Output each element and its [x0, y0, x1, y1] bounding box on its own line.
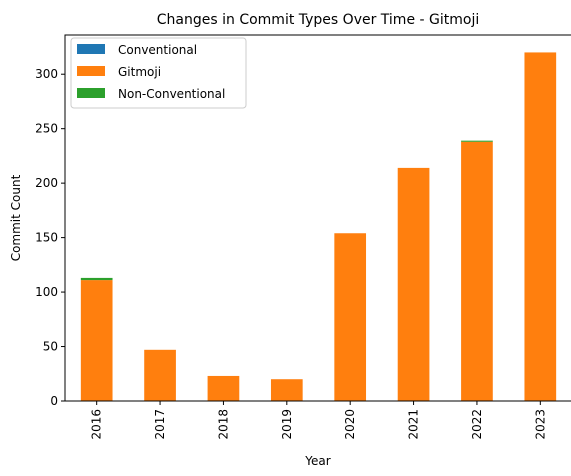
bar-gitmoji-2016 [80, 280, 113, 401]
legend-swatch-gitmoji [77, 66, 105, 76]
bar-gitmoji-2020 [334, 233, 367, 401]
legend-label-conventional: Conventional [118, 43, 197, 57]
y-tick-label: 100 [35, 285, 58, 299]
x-tick-label: 2018 [216, 409, 230, 440]
x-tick-label: 2016 [90, 409, 104, 440]
y-axis-label: Commit Count [9, 174, 23, 261]
legend: Conventional Gitmoji Non-Conventional [70, 37, 247, 109]
x-axis-ticks: 2016 2017 2018 2019 2020 2021 2022 2023 [90, 401, 547, 440]
y-tick-label: 0 [50, 394, 58, 408]
bar-non-conventional-2016 [80, 277, 113, 281]
chart-title: Changes in Commit Types Over Time - Gitm… [157, 12, 479, 28]
x-tick-label: 2021 [407, 409, 421, 440]
bar-gitmoji-2017 [144, 349, 176, 401]
x-tick-label: 2023 [533, 409, 547, 440]
x-axis-label: Year [304, 454, 330, 468]
y-axis-ticks: 0 50 100 150 200 250 300 [35, 67, 65, 408]
y-tick-label: 50 [43, 340, 58, 354]
y-tick-label: 150 [35, 231, 58, 245]
bar-gitmoji-2021 [397, 167, 430, 401]
bar-gitmoji-2019 [270, 379, 303, 401]
legend-swatch-non-conventional [77, 88, 105, 98]
x-tick-label: 2019 [280, 409, 294, 440]
legend-swatch-conventional [77, 44, 105, 54]
bar-non-conventional-2022 [461, 140, 493, 142]
bar-gitmoji-2018 [207, 375, 240, 401]
x-tick-label: 2017 [153, 409, 167, 440]
legend-box [70, 37, 247, 109]
bar-gitmoji-2023 [524, 52, 557, 402]
x-tick-label: 2022 [470, 409, 484, 440]
y-tick-label: 200 [35, 176, 58, 190]
x-tick-label: 2020 [343, 409, 357, 440]
y-tick-label: 300 [35, 67, 58, 81]
legend-label-gitmoji: Gitmoji [118, 65, 161, 79]
plot-frame [64, 34, 571, 402]
bar-gitmoji-2022 [461, 141, 493, 401]
y-tick-label: 250 [35, 122, 58, 136]
bars [80, 52, 557, 402]
legend-label-non-conventional: Non-Conventional [118, 87, 225, 101]
